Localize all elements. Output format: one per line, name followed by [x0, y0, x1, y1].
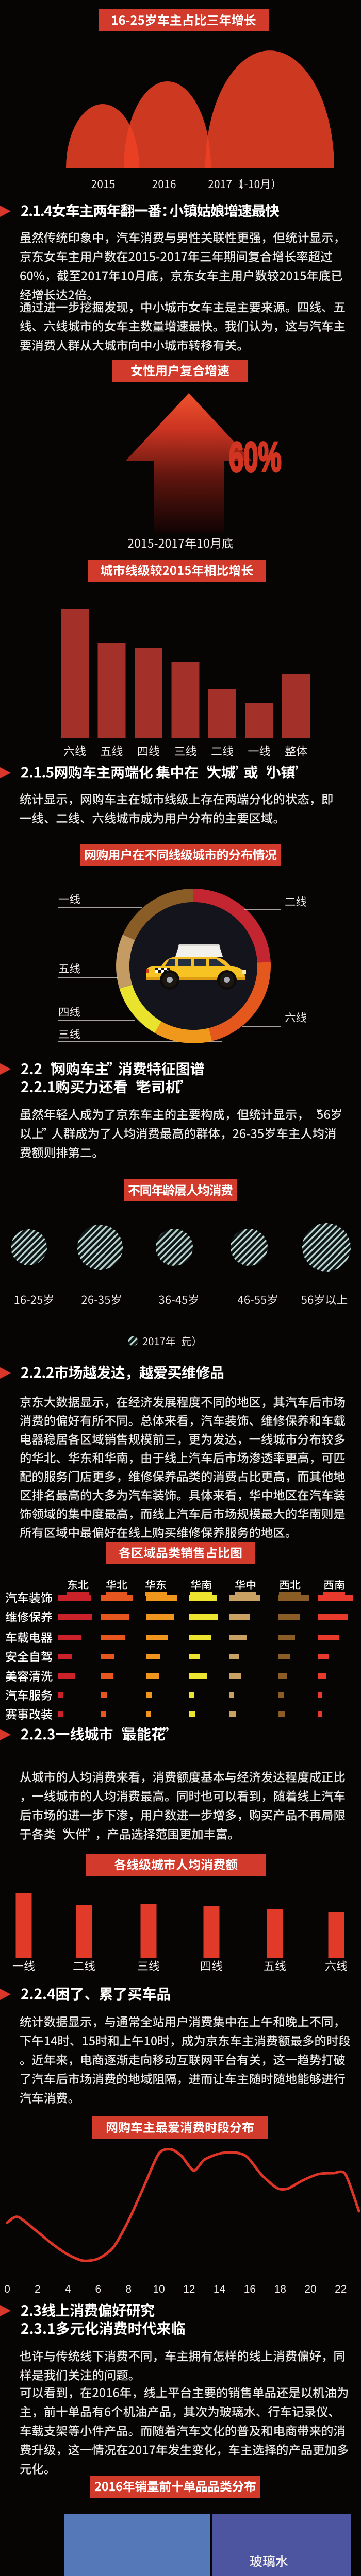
svg-text:2: 2 — [35, 2283, 41, 2295]
svg-text:4: 4 — [65, 2283, 71, 2295]
svg-text:22: 22 — [335, 2283, 347, 2295]
svg-text:18: 18 — [274, 2283, 286, 2295]
svg-text:20: 20 — [304, 2283, 316, 2295]
svg-text:6: 6 — [95, 2283, 102, 2295]
svg-text:14: 14 — [214, 2283, 226, 2295]
svg-text:16: 16 — [244, 2283, 256, 2295]
svg-text:8: 8 — [125, 2283, 132, 2295]
svg-text:60%: 60% — [229, 434, 282, 481]
svg-text:12: 12 — [183, 2283, 195, 2295]
svg-text:0: 0 — [4, 2283, 10, 2295]
svg-text:10: 10 — [153, 2283, 165, 2295]
